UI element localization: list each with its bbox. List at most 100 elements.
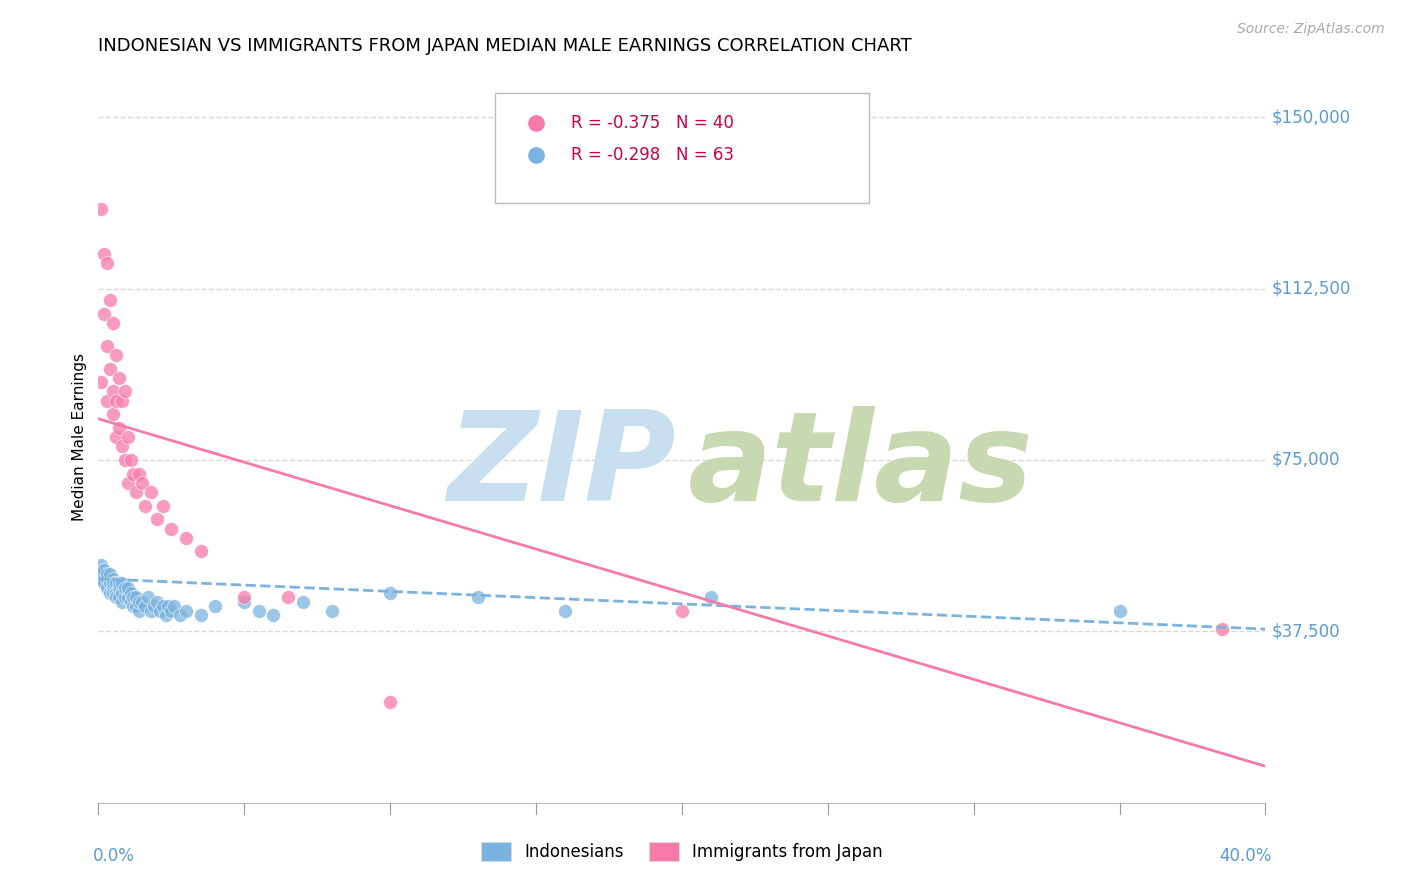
Text: R = -0.298   N = 63: R = -0.298 N = 63	[571, 146, 734, 164]
Point	[117, 590, 139, 604]
Point	[98, 293, 121, 307]
Text: $150,000: $150,000	[1271, 108, 1350, 126]
Point	[128, 594, 150, 608]
Point	[125, 599, 148, 614]
Point	[380, 585, 402, 599]
Point	[146, 594, 169, 608]
Point	[125, 484, 148, 499]
Point	[1211, 622, 1233, 636]
Point	[247, 604, 270, 618]
Point	[101, 572, 124, 586]
Point	[108, 370, 131, 384]
Point	[108, 581, 131, 595]
Point	[146, 512, 169, 526]
Point	[155, 608, 177, 623]
Point	[104, 585, 127, 599]
Point	[1108, 604, 1130, 618]
Text: ZIP: ZIP	[447, 406, 676, 527]
Point	[128, 467, 150, 481]
Text: $37,500: $37,500	[1271, 623, 1340, 640]
Point	[93, 567, 115, 582]
Point	[89, 567, 111, 582]
Text: R = -0.375   N = 40: R = -0.375 N = 40	[571, 113, 734, 131]
Point	[467, 590, 489, 604]
Text: $112,500: $112,500	[1271, 279, 1351, 298]
Point	[204, 599, 226, 614]
Point	[98, 576, 121, 591]
Point	[111, 393, 134, 408]
Point	[93, 307, 115, 321]
Legend: Indonesians, Immigrants from Japan: Indonesians, Immigrants from Japan	[474, 835, 890, 868]
Point	[114, 590, 136, 604]
Point	[104, 393, 127, 408]
Point	[128, 604, 150, 618]
Point	[139, 604, 162, 618]
Point	[96, 581, 118, 595]
Point	[233, 590, 256, 604]
Point	[122, 467, 145, 481]
Y-axis label: Median Male Earnings: Median Male Earnings	[72, 353, 87, 521]
Text: atlas: atlas	[688, 406, 1033, 527]
Text: INDONESIAN VS IMMIGRANTS FROM JAPAN MEDIAN MALE EARNINGS CORRELATION CHART: INDONESIAN VS IMMIGRANTS FROM JAPAN MEDI…	[98, 37, 912, 54]
Point	[98, 567, 121, 582]
Point	[149, 604, 172, 618]
Point	[96, 338, 118, 352]
Point	[108, 576, 131, 591]
Point	[174, 604, 197, 618]
Point	[101, 581, 124, 595]
Point	[96, 572, 118, 586]
Point	[117, 581, 139, 595]
Point	[277, 590, 299, 604]
Point	[142, 599, 165, 614]
Point	[233, 594, 256, 608]
Point	[120, 585, 142, 599]
Point	[111, 585, 134, 599]
Point	[122, 599, 145, 614]
Point	[93, 563, 115, 577]
Point	[117, 430, 139, 444]
Point	[111, 576, 134, 591]
Point	[98, 585, 121, 599]
Point	[136, 590, 159, 604]
Point	[108, 421, 131, 435]
Point	[104, 430, 127, 444]
Point	[104, 576, 127, 591]
Point	[101, 576, 124, 591]
Point	[169, 608, 191, 623]
Point	[152, 499, 174, 513]
Point	[380, 695, 402, 709]
Text: 0.0%: 0.0%	[93, 847, 135, 864]
Point	[120, 594, 142, 608]
Point	[157, 599, 180, 614]
Text: $75,000: $75,000	[1271, 451, 1340, 469]
Point	[152, 599, 174, 614]
Text: 40.0%: 40.0%	[1219, 847, 1271, 864]
Point	[131, 475, 153, 490]
Point	[93, 576, 115, 591]
Point	[114, 453, 136, 467]
Point	[98, 361, 121, 376]
Point	[139, 484, 162, 499]
Point	[90, 202, 112, 216]
Point	[104, 590, 127, 604]
Point	[125, 590, 148, 604]
Point	[163, 599, 186, 614]
Point	[262, 608, 284, 623]
Point	[111, 439, 134, 453]
Point	[101, 407, 124, 421]
Point	[120, 453, 142, 467]
Point	[114, 384, 136, 399]
Point	[174, 531, 197, 545]
Point	[321, 604, 343, 618]
FancyBboxPatch shape	[495, 94, 869, 203]
Point	[111, 594, 134, 608]
Point	[160, 604, 183, 618]
Point	[101, 585, 124, 599]
Point	[108, 590, 131, 604]
Point	[134, 599, 156, 614]
Point	[671, 604, 693, 618]
Point	[554, 604, 576, 618]
Point	[114, 581, 136, 595]
Point	[160, 521, 183, 535]
Point	[93, 247, 115, 261]
